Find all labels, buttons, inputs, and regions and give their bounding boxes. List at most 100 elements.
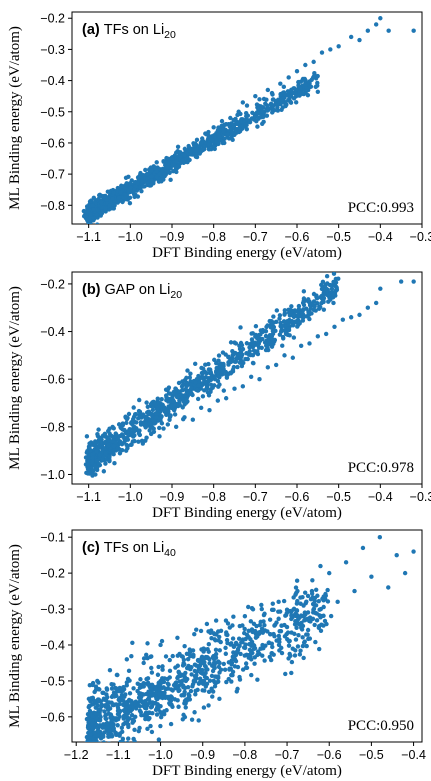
data-point (261, 114, 266, 119)
data-point (138, 709, 143, 715)
y-axis-label: ML Binding energy (eV/atom) (7, 26, 23, 210)
data-point (154, 160, 159, 165)
data-point (266, 347, 271, 353)
data-point (165, 156, 171, 161)
data-point (293, 87, 299, 92)
data-point (183, 670, 188, 676)
data-point (294, 69, 300, 74)
data-point (249, 331, 254, 336)
data-point (311, 59, 316, 65)
data-point (336, 44, 341, 49)
data-point (106, 711, 112, 716)
data-point (92, 742, 96, 746)
data-point (225, 132, 231, 137)
data-point (188, 653, 193, 659)
data-point (196, 718, 201, 723)
data-point (185, 159, 190, 165)
data-point (95, 431, 100, 437)
data-point (168, 413, 173, 418)
data-point (263, 101, 268, 106)
x-tick-label: −0.5 (326, 490, 351, 504)
data-point (318, 628, 324, 633)
data-point (294, 613, 299, 619)
data-point (243, 636, 248, 642)
data-point (96, 698, 101, 704)
scatter-panel-2: −1.1 −1.0 −0.9 −0.8 −0.7 −0.6 −0.5 −0.4 −0.3 −1.0… (7, 271, 431, 521)
data-point (132, 433, 137, 438)
data-point (316, 598, 321, 604)
data-point (348, 34, 354, 40)
data-point (211, 631, 217, 636)
data-point (144, 414, 149, 420)
y-tick-label: −0.4 (40, 74, 65, 88)
data-point (149, 174, 155, 179)
data-point (235, 664, 241, 670)
data-point (224, 679, 229, 685)
data-point (179, 158, 185, 164)
data-point (110, 693, 115, 698)
data-point (144, 171, 150, 177)
data-point (311, 606, 317, 612)
data-point (187, 375, 193, 380)
data-point (209, 382, 214, 388)
data-point (103, 461, 108, 466)
data-point (198, 140, 204, 146)
data-point (144, 652, 149, 658)
y-tick-label: −0.2 (40, 277, 65, 291)
data-point (302, 590, 308, 595)
data-point (217, 696, 222, 702)
data-point (87, 708, 93, 714)
data-point (242, 614, 248, 619)
data-point (236, 129, 242, 135)
data-point (130, 717, 136, 723)
data-point (157, 691, 162, 697)
data-point (253, 635, 259, 640)
data-point (298, 343, 304, 349)
data-point (230, 137, 235, 143)
data-point (313, 639, 318, 645)
data-point (280, 334, 286, 340)
data-point (244, 114, 249, 119)
data-point (160, 667, 165, 672)
data-point (124, 657, 130, 662)
data-point (162, 711, 167, 717)
data-point (252, 342, 257, 348)
data-point (123, 692, 128, 697)
data-point (178, 150, 183, 155)
data-point (96, 461, 102, 467)
data-point (293, 585, 299, 590)
data-point (340, 317, 346, 322)
data-point (175, 144, 181, 149)
data-point (289, 659, 295, 665)
data-point (323, 331, 329, 337)
data-point (171, 407, 177, 413)
data-point (280, 343, 285, 348)
data-point (286, 322, 291, 328)
data-point (156, 680, 161, 686)
data-point (277, 628, 282, 634)
data-point (173, 386, 178, 391)
data-point (217, 634, 222, 640)
data-point (277, 316, 282, 321)
data-point (238, 651, 243, 657)
data-point (168, 721, 174, 727)
data-point (223, 651, 229, 656)
data-point (268, 325, 274, 330)
data-point (365, 28, 371, 33)
data-point (267, 617, 273, 622)
data-point (149, 700, 155, 705)
data-point (88, 728, 93, 734)
data-point (165, 387, 170, 393)
data-point (291, 90, 296, 96)
data-point (286, 643, 292, 648)
data-point (411, 279, 416, 284)
data-point (180, 663, 186, 668)
data-point (238, 325, 243, 330)
data-point (231, 123, 236, 128)
data-point (335, 599, 340, 605)
data-point (183, 705, 188, 710)
data-point (312, 622, 317, 628)
data-point (206, 147, 212, 152)
point-cloud (84, 534, 416, 746)
data-point (142, 681, 147, 686)
